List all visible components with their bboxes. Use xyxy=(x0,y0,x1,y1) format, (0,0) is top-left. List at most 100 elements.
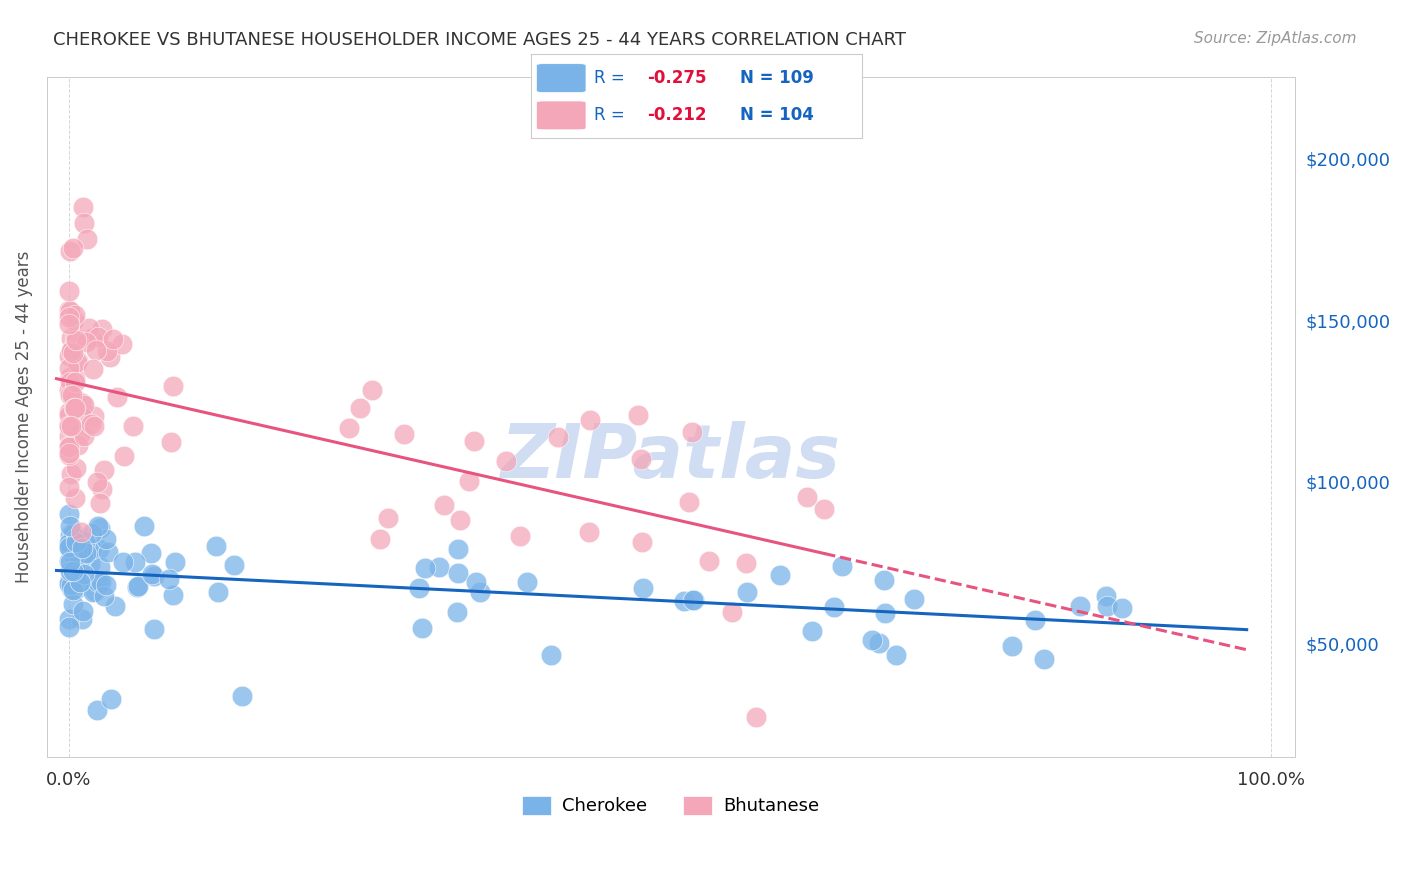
Point xyxy=(745,710,768,724)
Point xyxy=(63,401,86,415)
Point xyxy=(70,410,93,425)
Point xyxy=(98,350,121,364)
Point xyxy=(547,429,569,443)
Point xyxy=(59,528,82,542)
Point xyxy=(58,408,80,422)
Y-axis label: Householder Income Ages 25 - 44 years: Householder Income Ages 25 - 44 years xyxy=(15,251,32,583)
Point xyxy=(60,344,83,359)
Point xyxy=(682,593,704,607)
Point xyxy=(63,371,86,385)
Point xyxy=(735,585,758,599)
Point xyxy=(124,556,146,570)
Point xyxy=(58,310,80,324)
Point xyxy=(860,633,883,648)
Point xyxy=(884,648,907,663)
Point xyxy=(58,428,80,442)
Point xyxy=(69,574,91,589)
Text: N = 109: N = 109 xyxy=(740,69,814,87)
Point xyxy=(796,490,818,504)
Point xyxy=(58,620,80,634)
Point xyxy=(413,560,436,574)
Point xyxy=(89,542,111,557)
Point xyxy=(58,405,80,419)
Point xyxy=(370,532,392,546)
Point xyxy=(80,542,103,557)
Point xyxy=(89,521,111,535)
Point xyxy=(80,417,103,431)
Point xyxy=(65,531,87,545)
Point xyxy=(66,438,89,452)
Text: ZIPatlas: ZIPatlas xyxy=(501,421,841,494)
Legend: Cherokee, Bhutanese: Cherokee, Bhutanese xyxy=(515,789,827,822)
Point xyxy=(97,545,120,559)
Point xyxy=(91,322,114,336)
Point xyxy=(630,535,652,549)
Point xyxy=(62,564,84,578)
Point xyxy=(1095,599,1118,613)
Point xyxy=(70,524,93,539)
Point xyxy=(408,581,430,595)
Point xyxy=(447,566,470,581)
Point xyxy=(360,384,382,398)
Point xyxy=(59,555,82,569)
Point xyxy=(735,556,758,570)
Point xyxy=(446,605,468,619)
Point xyxy=(75,334,97,349)
Point xyxy=(90,574,112,589)
Point xyxy=(58,540,80,554)
Point xyxy=(720,605,742,619)
Point xyxy=(58,574,80,589)
Point xyxy=(63,535,86,549)
Point xyxy=(80,525,103,540)
Point xyxy=(59,417,82,431)
Point xyxy=(103,599,125,613)
Point xyxy=(63,313,86,327)
Point xyxy=(76,232,98,246)
Point xyxy=(349,401,371,415)
Point xyxy=(65,308,87,322)
Point xyxy=(157,573,180,587)
Point xyxy=(411,621,433,635)
Point xyxy=(813,502,835,516)
Point xyxy=(463,434,485,449)
Text: Source: ZipAtlas.com: Source: ZipAtlas.com xyxy=(1194,31,1357,46)
Point xyxy=(72,398,94,412)
Point xyxy=(873,574,896,588)
Point xyxy=(681,425,703,439)
Point xyxy=(86,330,108,344)
Point xyxy=(70,541,93,555)
Point xyxy=(60,371,83,385)
Point xyxy=(60,578,83,592)
Point xyxy=(540,648,562,663)
Point xyxy=(58,535,80,549)
Point xyxy=(93,463,115,477)
Point xyxy=(94,532,117,546)
Point xyxy=(678,495,700,509)
Point xyxy=(377,511,399,525)
Point xyxy=(87,518,110,533)
Point xyxy=(224,558,246,572)
Point xyxy=(100,691,122,706)
Point xyxy=(60,582,83,596)
Point xyxy=(86,475,108,489)
Point xyxy=(62,566,84,580)
Point xyxy=(447,541,470,556)
Point xyxy=(873,606,896,620)
Point xyxy=(204,539,226,553)
Point xyxy=(58,507,80,521)
Point xyxy=(58,448,80,462)
Point xyxy=(122,418,145,433)
Point xyxy=(73,216,96,230)
Point xyxy=(62,241,84,255)
Point xyxy=(699,554,721,568)
Point xyxy=(58,440,80,454)
Point xyxy=(59,370,82,384)
Point xyxy=(65,582,87,596)
Point xyxy=(60,388,83,402)
Point xyxy=(160,435,183,450)
Point xyxy=(94,578,117,592)
Point xyxy=(79,321,101,335)
Point xyxy=(464,575,486,590)
Point xyxy=(58,446,80,460)
Point xyxy=(75,546,97,560)
